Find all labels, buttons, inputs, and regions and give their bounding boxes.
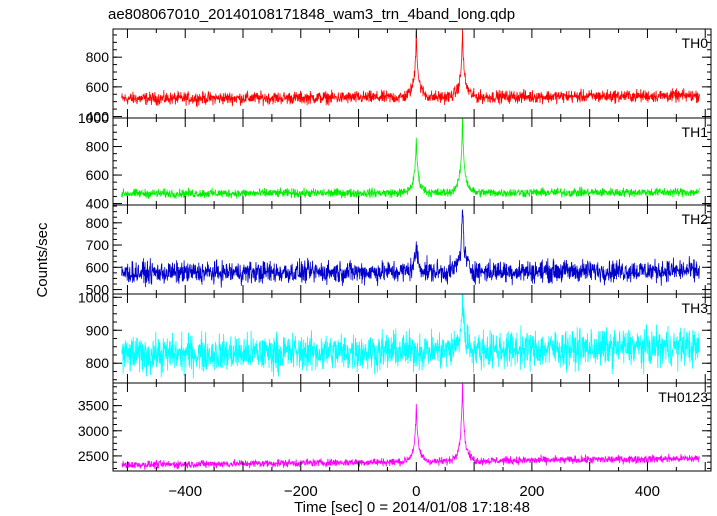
panel-frame-th0 — [112, 28, 712, 119]
series-line-th2 — [121, 209, 700, 288]
y-tick-label: 800 — [86, 49, 110, 65]
y-tick-label: 600 — [86, 79, 110, 95]
panel-label-th3: TH3 — [682, 300, 709, 316]
y-tick-label: 900 — [86, 322, 110, 338]
panel-frame-th2 — [112, 204, 712, 295]
x-axis-label: Time [sec] 0 = 2014/01/08 17:18:48 — [294, 499, 530, 516]
y-tick-label: 800 — [86, 355, 110, 371]
series-line-th0 — [121, 29, 700, 108]
x-tick-label: 200 — [519, 483, 544, 500]
x-tick-label: 400 — [635, 483, 660, 500]
y-tick-label: 400 — [86, 109, 110, 125]
series-line-th0123 — [121, 383, 700, 470]
y-axis-label: Counts/sec — [34, 222, 51, 298]
y-tick-label: 500 — [86, 282, 110, 298]
y-tick-label: 800 — [86, 215, 110, 231]
y-tick-label: 400 — [86, 196, 110, 212]
panel-group: 400 600 800 TH0 400 600 800 1000 TH1 500 600 700 800… — [78, 28, 712, 500]
y-tick-label: 1000 — [78, 289, 109, 305]
y-tick-label: 800 — [86, 139, 110, 155]
panel-label-th1: TH1 — [682, 124, 709, 140]
y-tick-label: 600 — [86, 259, 110, 275]
panel-label-th0: TH0 — [682, 35, 709, 51]
y-tick-label: 1000 — [78, 110, 109, 126]
y-tick-label: 700 — [86, 237, 110, 253]
x-tick-label: −200 — [284, 483, 318, 500]
panel-frame-th0123 — [112, 382, 712, 472]
y-tick-label: 600 — [86, 167, 110, 183]
panel-label-th2: TH2 — [682, 211, 709, 227]
panel-frame-th3 — [112, 293, 712, 384]
y-tick-label: 2500 — [78, 448, 109, 464]
series-line-th1 — [121, 118, 700, 200]
series-line-th3 — [121, 294, 700, 379]
x-tick-label: −400 — [168, 483, 202, 500]
y-tick-label: 3500 — [78, 398, 109, 414]
x-tick-label: 0 — [412, 483, 420, 500]
y-tick-label: 3000 — [78, 423, 109, 439]
panel-label-th0123: TH0123 — [658, 389, 708, 405]
chart-title: ae808067010_20140108171848_wam3_trn_4ban… — [108, 6, 515, 23]
